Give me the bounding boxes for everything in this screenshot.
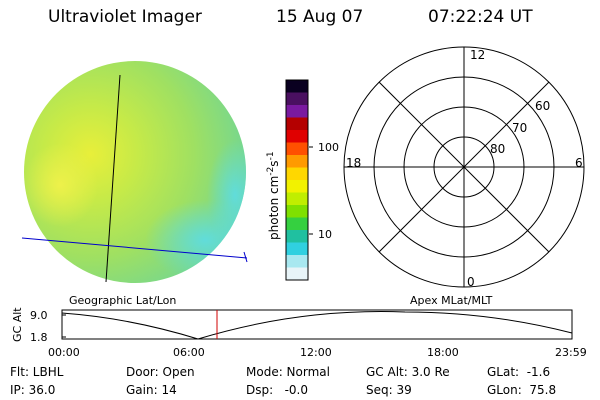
colorbar-segment [286,155,308,168]
colorbar-segment [286,205,308,218]
mlt-18-label: 18 [346,156,361,170]
colorbar-segment [286,180,308,193]
seq-info: Seq: 39 [366,383,412,397]
altitude-curve [61,311,573,340]
mode-info: Mode: Normal [246,365,330,379]
mlt-12-label: 12 [470,48,485,62]
polar-panel-label: Apex MLat/MLT [410,294,493,307]
mlat-70-label: 70 [512,121,527,135]
altitude-ytick-top: 9.0 [30,309,48,322]
altitude-ytick-bottom: 1.8 [30,331,48,344]
mlat-60-label: 60 [535,99,550,113]
uv-image-disk [21,61,248,283]
colorbar-segment [286,105,308,118]
xtick-1800: 18:00 [427,346,459,359]
colorbar-segment [286,142,308,156]
colorbar-segment [286,230,308,243]
colorbar-segment [286,80,308,93]
xtick-1200: 12:00 [300,346,332,359]
colorbar-segment [286,117,308,131]
ip-info: IP: 36.0 [10,383,56,397]
door-info: Door: Open [126,365,195,379]
colorbar-segment [286,167,308,181]
altitude-plot [61,309,573,340]
color-scale-bar [285,79,309,281]
colorbar-segment [286,192,308,206]
colorbar-tick-100: 100 [318,141,339,154]
xtick-0600: 06:00 [173,346,205,359]
geo-panel-label: Geographic Lat/Lon [69,294,177,307]
gc-alt-info: GC Alt: 3.0 Re [366,365,450,379]
colorbar-unit-label: photon cm-2s-1 [266,151,281,240]
colorbar-segment [286,217,308,231]
dsp-info: Dsp: -0.0 [246,383,309,397]
glat-info: GLat: -1.6 [487,365,551,379]
mlt-0-label: 0 [467,275,475,289]
xtick-0000: 00:00 [48,346,80,359]
glon-info: GLon: 75.8 [487,383,557,397]
altitude-ylabel: GC Alt [11,307,24,342]
mlat-80-label: 80 [490,142,505,156]
polar-plot [343,46,585,288]
colorbar-segment [286,92,308,106]
meridian-line [105,74,121,283]
equator-line [21,237,248,259]
date-label: 15 Aug 07 [276,7,364,27]
filter-info: Flt: LBHL [10,365,64,379]
colorbar-tick-10: 10 [318,228,332,241]
gain-info: Gain: 14 [126,383,177,397]
mlt-6-label: 6 [575,156,583,170]
instrument-title: Ultraviolet Imager [48,7,202,27]
time-label: 07:22:24 UT [428,7,533,27]
colorbar-segment [286,242,308,256]
colorbar-segment [286,130,308,143]
xtick-2359: 23:59 [555,346,587,359]
colorbar-segment [286,267,308,281]
colorbar-segment [286,255,308,268]
